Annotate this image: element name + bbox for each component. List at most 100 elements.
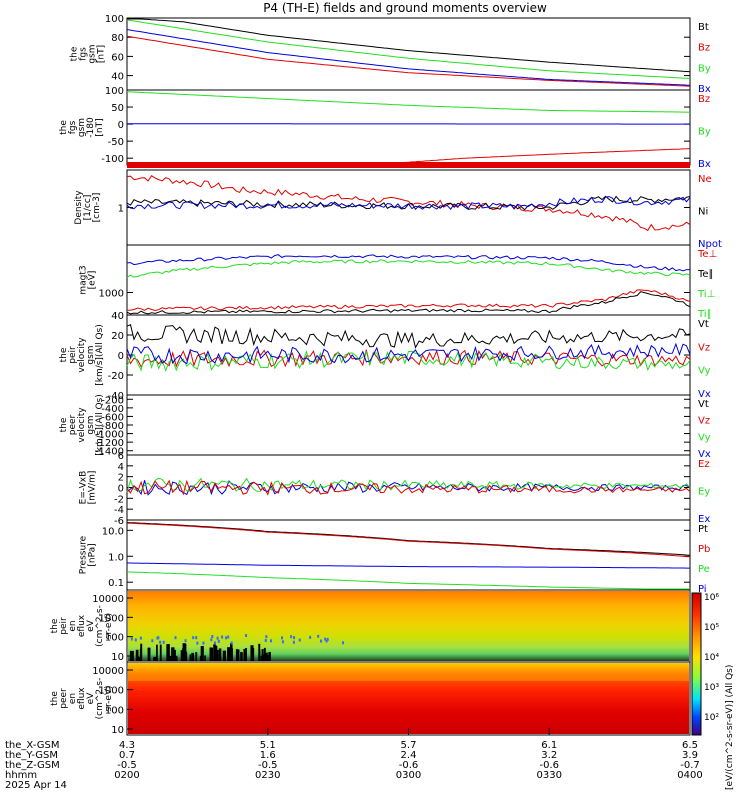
spectrogram-noise xyxy=(174,636,177,640)
y-tick-label: -1400 xyxy=(95,447,124,458)
y-tick-label: 20 xyxy=(111,331,124,342)
plot-title: P4 (TH-E) fields and ground moments over… xyxy=(263,1,547,15)
series-By xyxy=(126,91,691,113)
panel-frame xyxy=(126,89,691,166)
series-Npot xyxy=(126,196,691,211)
y-axis-label: [nPa] xyxy=(88,543,98,566)
spectrogram-noise xyxy=(326,637,329,641)
spectrogram-noise xyxy=(213,644,216,661)
spectrogram-noise xyxy=(260,655,263,661)
y-tick-label: -20 xyxy=(108,371,124,382)
x-tick-label: -0.5 xyxy=(117,760,137,771)
legend-entry: Ni xyxy=(698,207,708,218)
spectrogram-noise xyxy=(209,647,213,661)
y-tick-label: 40 xyxy=(111,311,124,322)
spectrogram-noise xyxy=(320,639,323,643)
spectrogram-noise xyxy=(227,647,231,661)
legend-entry: Vy xyxy=(698,432,711,443)
y-axis-label: eflux xyxy=(77,687,87,710)
y-axis-label: [mV/m] xyxy=(88,471,98,505)
legend-entry: By xyxy=(698,127,711,138)
spectrogram-noise xyxy=(182,648,184,661)
x-axis-row-label: the_Z-GSM xyxy=(5,760,60,771)
y-axis-label: en xyxy=(68,620,78,631)
spectrogram-noise xyxy=(243,648,246,661)
x-tick-label: 1.6 xyxy=(260,750,276,761)
spectrogram-noise xyxy=(159,640,162,644)
y-tick-label: 2 xyxy=(118,473,124,484)
spectrogram-noise xyxy=(317,634,320,638)
y-axis-label: the xyxy=(59,120,69,135)
spectrogram-noise xyxy=(268,652,271,661)
spectrogram-noise xyxy=(230,641,233,645)
series-By xyxy=(126,19,691,79)
legend-entry: Npot xyxy=(698,239,722,250)
legend-entry: Bz xyxy=(698,43,710,54)
spectrogram-noise xyxy=(298,638,301,642)
spectrogram-noise xyxy=(147,647,151,661)
panel-frame xyxy=(126,244,691,316)
panel-fgs_m180 xyxy=(126,89,691,166)
y-axis-label: the xyxy=(50,618,60,633)
y-tick-label: -100 xyxy=(101,154,124,165)
spectrogram-noise xyxy=(213,641,216,645)
spectrogram-noise xyxy=(175,656,178,661)
x-tick-label: 3.9 xyxy=(682,750,698,761)
series-Vy xyxy=(126,350,691,372)
spectrogram-noise xyxy=(156,644,158,661)
y-tick-label: 1000 xyxy=(99,289,124,300)
y-axis-label: (cm^2-s- xyxy=(95,605,105,647)
y-tick-label: 1000 xyxy=(99,613,124,624)
spectrogram-noise xyxy=(168,655,172,661)
series-Bz xyxy=(126,35,691,87)
y-tick-label: -50 xyxy=(108,137,124,148)
spectrogram-noise xyxy=(153,656,157,661)
y-axis-label: eflux xyxy=(77,614,87,637)
spectrogram-noise xyxy=(222,650,226,661)
y-tick-label: 10000 xyxy=(92,594,124,605)
y-tick-label: 80 xyxy=(111,33,124,44)
y-axis-label: sr-eV) xyxy=(104,685,114,711)
series-Te⊥ xyxy=(126,254,690,272)
spectrogram-noise xyxy=(192,636,195,640)
x-tick-label: -0.5 xyxy=(258,760,278,771)
spectrogram-noise xyxy=(211,635,214,639)
legend-entry: Ez xyxy=(698,459,710,470)
y-tick-label: -400 xyxy=(101,404,124,415)
spectrogram-noise xyxy=(281,640,284,644)
panel-efield xyxy=(126,454,691,521)
separator-bar xyxy=(127,162,690,168)
spectrogram-peir_eflux xyxy=(128,591,689,661)
panel-peir_vel xyxy=(126,314,691,396)
series-Vt xyxy=(126,324,691,349)
y-tick-label: 0 xyxy=(118,484,124,495)
y-axis-label: sr-eV) xyxy=(104,613,114,639)
series-Bt xyxy=(127,18,691,73)
spectrogram-peer_eflux xyxy=(128,663,689,734)
panel-peer_eflux xyxy=(126,661,691,736)
y-axis-label: Density xyxy=(74,190,84,225)
x-tick-label: 0200 xyxy=(114,770,139,781)
legend-entry: Vz xyxy=(698,416,710,427)
legend-entry: Bx xyxy=(698,159,711,170)
spectrogram-noise xyxy=(252,648,255,661)
spectrogram-noise xyxy=(171,647,175,661)
spectrogram-noise xyxy=(265,655,269,661)
spectrogram-noise xyxy=(293,636,296,640)
y-tick-label: 100 xyxy=(105,86,124,97)
spectrogram-noise xyxy=(261,649,264,661)
legend-entry: Vx xyxy=(698,449,711,460)
spectrogram-noise xyxy=(216,649,219,661)
y-axis-label: gsm xyxy=(77,118,87,137)
y-axis-label: eV xyxy=(86,692,96,705)
y-axis-label: [km/s](All Qs) xyxy=(95,394,105,456)
colorbar-tick-label: 10⁴ xyxy=(704,653,719,663)
spectrogram-noise xyxy=(309,635,312,639)
spectrogram-noise xyxy=(196,641,199,645)
colorbar-tick-label: 10³ xyxy=(704,683,719,693)
x-tick-label: -0.6 xyxy=(539,760,559,771)
y-axis-label: magt3 xyxy=(79,265,89,294)
legend-entry: Ex xyxy=(698,514,710,525)
spectrogram-noise xyxy=(227,635,230,639)
y-tick-label: -1200 xyxy=(95,438,124,449)
